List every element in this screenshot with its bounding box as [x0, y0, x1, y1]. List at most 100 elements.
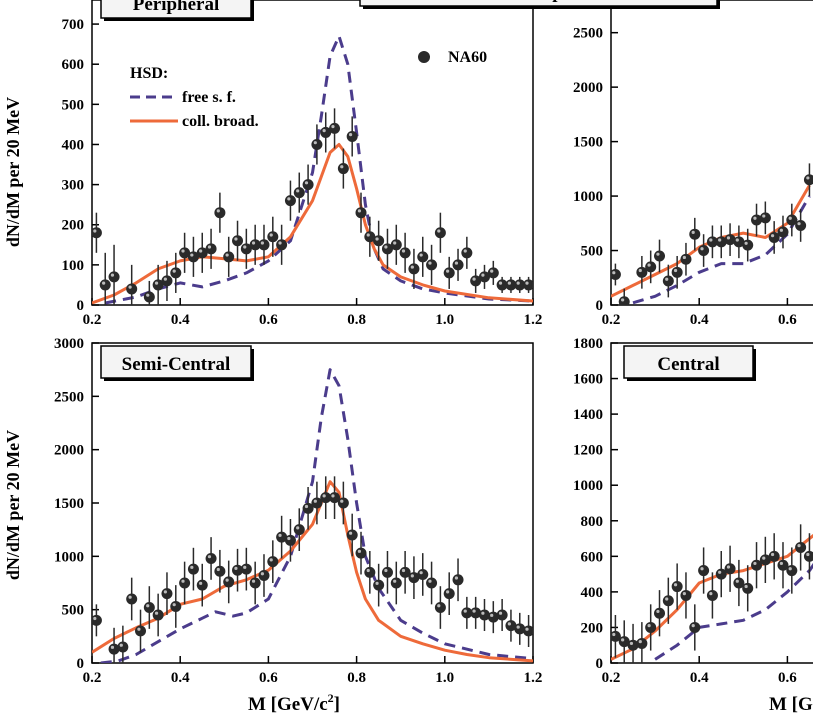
- y-tick-label: 200: [581, 620, 604, 636]
- data-point-highlight: [446, 269, 450, 273]
- data-point-highlight: [665, 277, 669, 281]
- data-point: [223, 576, 235, 588]
- data-point-highlight: [393, 579, 397, 583]
- data-point-highlight: [779, 561, 783, 566]
- y-tick-label: 1000: [573, 189, 603, 205]
- data-point-highlight: [437, 229, 441, 233]
- y-tick-label: 800: [581, 514, 604, 530]
- data-point: [390, 239, 402, 251]
- plot-frame: [610, 342, 813, 664]
- data-point-highlight: [673, 583, 678, 587]
- data-point-highlight: [797, 222, 801, 226]
- data-point-highlight: [199, 249, 203, 253]
- y-axis-label-bottom: dN/dM per 20 MeV: [3, 430, 23, 580]
- data-point-highlight: [296, 189, 300, 193]
- data-point-highlight: [490, 613, 494, 617]
- data-point-highlight: [384, 245, 388, 249]
- data-point: [92, 614, 102, 626]
- data-point: [337, 497, 349, 509]
- data-point-highlight: [216, 209, 220, 213]
- y-tick-label: 2000: [573, 80, 603, 96]
- data-point: [284, 534, 296, 546]
- data-point-highlight: [146, 604, 150, 608]
- data-point-highlight: [128, 285, 132, 289]
- data-point: [680, 253, 692, 265]
- data-point-highlight: [744, 241, 748, 245]
- data-point-highlight: [278, 533, 282, 537]
- data-point-highlight: [612, 271, 616, 275]
- y-tick-label: 0: [596, 298, 604, 314]
- data-point-highlight: [357, 209, 362, 213]
- data-point: [381, 566, 393, 578]
- data-point: [276, 239, 288, 251]
- y-tick-label: 400: [581, 585, 604, 601]
- data-point: [523, 279, 533, 291]
- data-point-highlight: [401, 568, 406, 573]
- data-point: [443, 267, 455, 279]
- x-tick-label: 1.2: [524, 670, 543, 686]
- data-point: [152, 609, 164, 621]
- data-point-highlight: [287, 536, 291, 541]
- data-point-highlight: [621, 298, 625, 302]
- plot-area: [611, 524, 813, 663]
- data-point: [293, 187, 305, 199]
- y-tick-label: 1500: [54, 496, 84, 512]
- data-point-highlight: [498, 281, 503, 285]
- data-point: [346, 529, 358, 541]
- data-point: [671, 266, 683, 278]
- data-point: [293, 524, 305, 536]
- y-tick-label: 200: [62, 218, 85, 234]
- data-point-highlight: [525, 627, 529, 631]
- data-point-highlight: [322, 129, 326, 133]
- data-point-highlight: [384, 568, 388, 573]
- data-point: [426, 577, 438, 589]
- data-point: [443, 588, 455, 600]
- data-point: [161, 275, 173, 287]
- data-point-highlight: [682, 592, 686, 596]
- data-point-highlight: [762, 214, 766, 218]
- data-point-highlight: [463, 249, 467, 253]
- data-point-highlight: [638, 268, 642, 273]
- data-point-highlight: [199, 581, 203, 585]
- data-point: [143, 291, 155, 303]
- data-point-highlight: [137, 627, 141, 631]
- data-point: [223, 251, 235, 263]
- y-tick-label: 1000: [54, 549, 84, 565]
- y-tick-label: 0: [596, 656, 604, 672]
- y-tick-label: 300: [62, 178, 85, 194]
- data-point-highlight: [260, 241, 264, 245]
- data-point-highlight: [225, 253, 229, 257]
- data-point-highlight: [770, 552, 775, 557]
- panel-title-box: [100, 0, 252, 19]
- y-tick-label: 600: [62, 57, 85, 73]
- data-point: [170, 600, 182, 612]
- data-point-highlight: [154, 611, 159, 615]
- data-point: [329, 122, 341, 134]
- y-tick-label: 700: [62, 17, 85, 33]
- data-point-highlight: [516, 625, 520, 629]
- data-point: [487, 267, 499, 279]
- data-point-highlight: [102, 281, 106, 285]
- data-point-highlight: [647, 263, 651, 267]
- data-point-highlight: [313, 141, 317, 145]
- y-tick-label: 2000: [54, 443, 84, 459]
- y-tick-label: 1400: [573, 407, 603, 423]
- data-point-highlight: [629, 641, 634, 646]
- data-point-highlight: [507, 622, 511, 626]
- data-point: [179, 577, 191, 589]
- x-axis-label-right: M [GeV/c2]: [769, 691, 813, 715]
- data-point-highlight: [322, 494, 326, 498]
- data-point: [689, 621, 701, 633]
- data-point: [258, 239, 270, 251]
- data-point: [680, 589, 692, 601]
- series-line-free: [104, 34, 533, 305]
- data-point: [645, 261, 657, 273]
- data-point-highlight: [762, 556, 766, 560]
- data-point: [337, 163, 349, 175]
- data-point-highlight: [348, 531, 353, 535]
- data-point: [426, 259, 438, 271]
- data-point: [452, 259, 464, 271]
- data-point: [654, 250, 666, 262]
- data-point: [618, 296, 630, 305]
- data-point-highlight: [243, 245, 247, 249]
